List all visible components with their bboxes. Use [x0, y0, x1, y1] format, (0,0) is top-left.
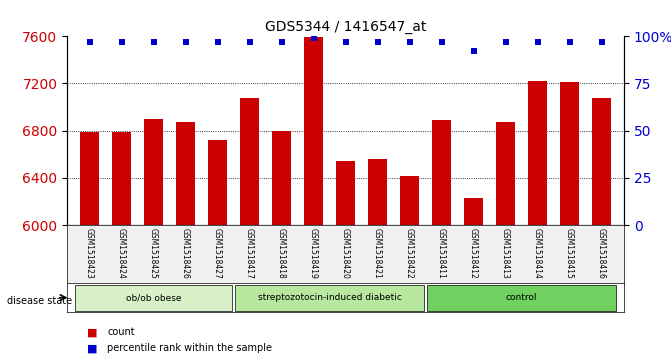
Point — [468, 49, 479, 54]
Text: disease state: disease state — [7, 296, 72, 306]
Text: GSM1518414: GSM1518414 — [533, 228, 542, 279]
Text: GSM1518424: GSM1518424 — [117, 228, 126, 279]
Point — [84, 39, 95, 45]
Point — [148, 39, 159, 45]
Text: GSM1518420: GSM1518420 — [341, 228, 350, 279]
Point — [276, 39, 287, 45]
Bar — [560, 82, 579, 225]
Bar — [464, 198, 483, 225]
FancyBboxPatch shape — [235, 285, 424, 311]
Bar — [400, 175, 419, 225]
Text: ■: ■ — [87, 327, 98, 337]
Text: streptozotocin-induced diabetic: streptozotocin-induced diabetic — [258, 293, 401, 302]
Text: GSM1518426: GSM1518426 — [181, 228, 190, 279]
Bar — [80, 132, 99, 225]
Text: GSM1518421: GSM1518421 — [373, 228, 382, 279]
Text: ■: ■ — [87, 343, 98, 354]
Text: GSM1518413: GSM1518413 — [501, 228, 510, 279]
Text: GSM1518422: GSM1518422 — [405, 228, 414, 279]
Point — [564, 39, 575, 45]
Text: GSM1518412: GSM1518412 — [469, 228, 478, 279]
Bar — [144, 119, 163, 225]
Text: GSM1518419: GSM1518419 — [309, 228, 318, 279]
Point — [597, 39, 607, 45]
Point — [308, 35, 319, 41]
Text: GSM1518427: GSM1518427 — [213, 228, 222, 279]
Point — [212, 39, 223, 45]
Bar — [496, 122, 515, 225]
Text: ob/ob obese: ob/ob obese — [125, 293, 181, 302]
Bar — [272, 131, 291, 225]
Bar — [592, 98, 611, 225]
Point — [436, 39, 447, 45]
Point — [244, 39, 255, 45]
FancyBboxPatch shape — [427, 285, 616, 311]
Bar — [112, 132, 131, 225]
Point — [372, 39, 383, 45]
Bar — [432, 120, 451, 225]
Bar — [368, 159, 387, 225]
Bar — [304, 37, 323, 225]
Text: percentile rank within the sample: percentile rank within the sample — [107, 343, 272, 354]
Text: control: control — [506, 293, 537, 302]
Bar — [528, 81, 548, 225]
Text: GSM1518415: GSM1518415 — [565, 228, 574, 279]
Bar — [176, 122, 195, 225]
Text: GSM1518411: GSM1518411 — [437, 228, 446, 279]
Bar — [208, 140, 227, 225]
Point — [404, 39, 415, 45]
Text: GSM1518423: GSM1518423 — [85, 228, 94, 279]
Text: count: count — [107, 327, 135, 337]
Text: GSM1518418: GSM1518418 — [277, 228, 286, 279]
FancyBboxPatch shape — [75, 285, 232, 311]
Point — [532, 39, 543, 45]
Point — [501, 39, 511, 45]
Point — [340, 39, 351, 45]
Point — [116, 39, 127, 45]
Text: GSM1518416: GSM1518416 — [597, 228, 606, 279]
Title: GDS5344 / 1416547_at: GDS5344 / 1416547_at — [265, 20, 426, 34]
Text: GSM1518425: GSM1518425 — [149, 228, 158, 279]
Bar — [336, 161, 355, 225]
Text: GSM1518417: GSM1518417 — [245, 228, 254, 279]
Point — [180, 39, 191, 45]
Bar — [240, 98, 259, 225]
